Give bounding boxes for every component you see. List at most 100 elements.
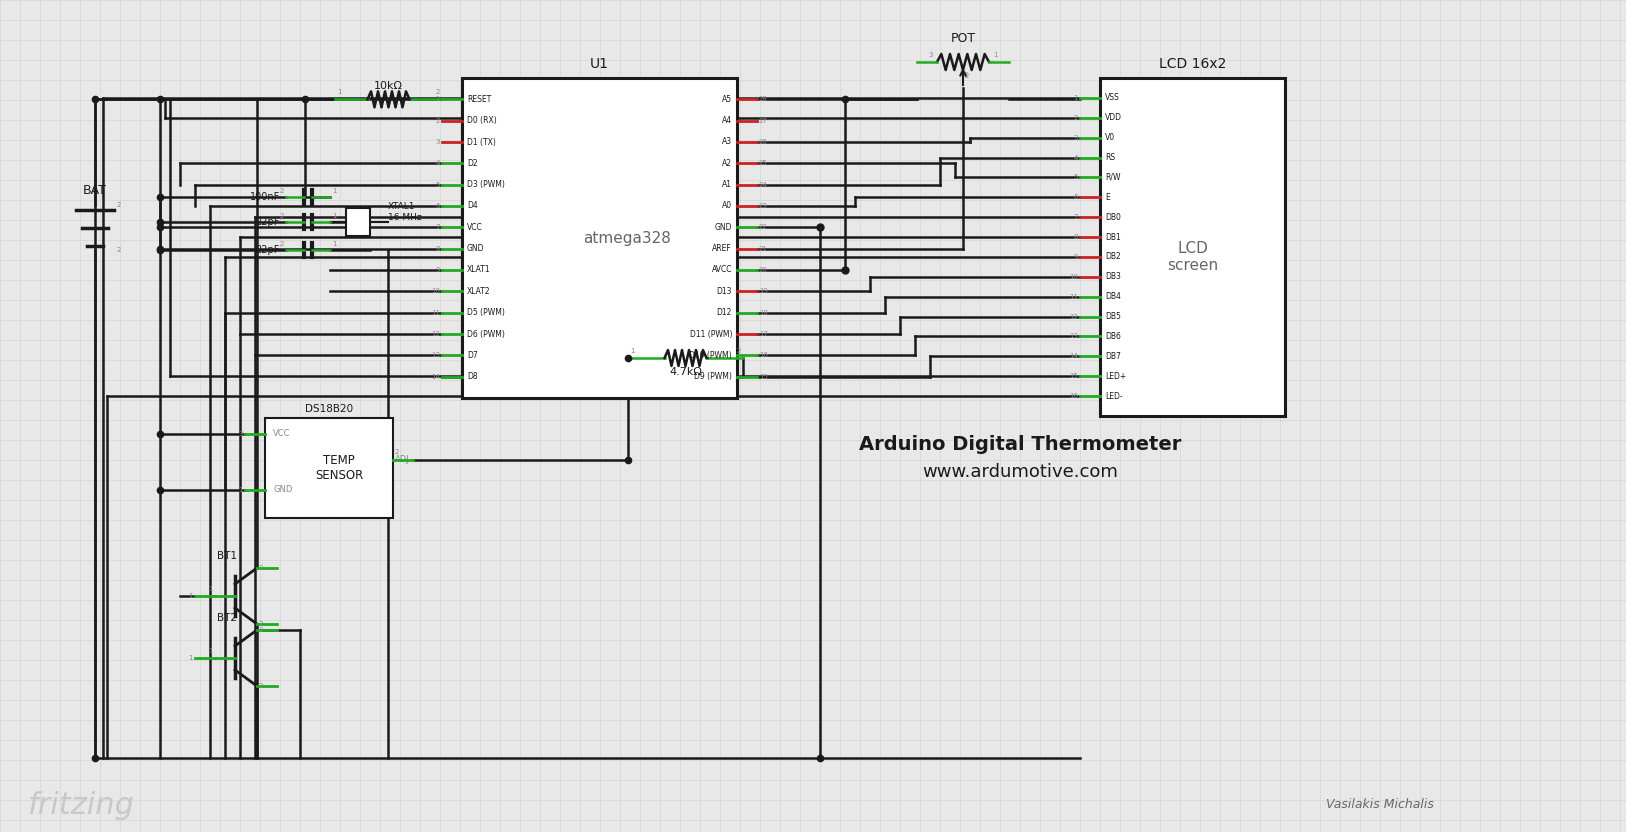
Text: 10: 10 [1068,274,1078,280]
Text: 2: 2 [280,213,285,219]
Text: 2: 2 [259,683,263,689]
Text: DS18B20: DS18B20 [306,404,353,414]
Text: www.ardumotive.com: www.ardumotive.com [922,463,1119,481]
Text: 11: 11 [431,310,441,315]
Text: D12: D12 [717,308,732,317]
Text: E: E [1106,193,1111,202]
Bar [346,208,371,236]
Text: DB4: DB4 [1106,292,1120,301]
Text: 16: 16 [1068,393,1078,399]
Text: 6: 6 [1073,195,1078,201]
Text: D7: D7 [467,351,478,359]
Text: 2: 2 [117,202,122,208]
Text: D2: D2 [467,159,478,168]
Text: GND: GND [467,244,485,253]
Text: LCD 16x2: LCD 16x2 [1159,57,1226,71]
Text: XTAL1
16 MHz: XTAL1 16 MHz [389,202,421,221]
Text: AVCC: AVCC [712,265,732,275]
Bar [265,418,393,518]
Text: V0: V0 [1106,133,1115,142]
Text: VDD: VDD [1106,113,1122,122]
Text: 15: 15 [1070,374,1078,379]
Text: fritzing: fritzing [28,790,135,820]
Text: XLAT2: XLAT2 [467,287,491,296]
Text: GND: GND [273,486,293,494]
Text: 2: 2 [259,621,263,627]
Text: 24: 24 [759,181,767,188]
Text: RESET: RESET [467,95,491,104]
Text: 1: 1 [239,487,242,493]
Text: R/W: R/W [1106,173,1120,182]
Text: 2: 2 [280,241,285,247]
Text: 26: 26 [759,139,767,145]
Text: 21: 21 [759,245,767,251]
Text: D1 (TX): D1 (TX) [467,137,496,146]
Text: XLAT1: XLAT1 [467,265,491,275]
Text: DB7: DB7 [1106,352,1120,361]
Text: BT2: BT2 [216,613,237,623]
Text: 1: 1 [993,52,997,58]
Text: BAT: BAT [83,184,107,196]
Text: 18: 18 [759,310,767,315]
Text: 3: 3 [1073,135,1078,141]
Text: 1: 1 [1073,95,1078,101]
Text: D9 (PWM): D9 (PWM) [694,372,732,381]
Text: DB3: DB3 [1106,272,1120,281]
Text: 1: 1 [208,648,213,654]
Text: 4.7kΩ: 4.7kΩ [668,367,702,377]
Text: 28: 28 [759,97,767,102]
Text: D13: D13 [717,287,732,296]
Text: DB1: DB1 [1106,233,1120,241]
Text: 8: 8 [436,245,441,251]
Text: 5: 5 [1073,175,1078,181]
Text: 1: 1 [332,188,337,194]
Text: D3 (PWM): D3 (PWM) [467,181,506,189]
Text: 2: 2 [436,117,441,124]
Text: 7: 7 [1073,214,1078,220]
Text: 2: 2 [280,188,285,194]
Text: AREF: AREF [712,244,732,253]
Text: 1: 1 [189,655,193,661]
Text: 1: 1 [208,586,213,592]
Text: VSS: VSS [1106,93,1120,102]
Text: 2: 2 [259,565,263,571]
Text: A4: A4 [722,116,732,125]
Bar [462,78,737,398]
Text: LED+: LED+ [1106,372,1127,381]
Text: 22: 22 [759,225,767,230]
Text: D5 (PWM): D5 (PWM) [467,308,506,317]
Bar [1101,78,1285,416]
Text: DB6: DB6 [1106,332,1120,341]
Text: 22pF: 22pF [255,217,280,227]
Text: 9: 9 [1073,254,1078,260]
Text: A3: A3 [722,137,732,146]
Text: VCC: VCC [467,223,483,232]
Text: 13: 13 [1068,334,1078,339]
Text: 100nF: 100nF [250,192,280,202]
Text: DB0: DB0 [1106,213,1120,221]
Text: 1: 1 [189,593,193,599]
Text: BT1: BT1 [216,551,237,561]
Text: POT: POT [951,32,976,44]
Text: A2: A2 [722,159,732,168]
Text: 17: 17 [759,331,767,337]
Text: TEMP
SENSOR: TEMP SENSOR [315,454,363,482]
Text: 11: 11 [1068,294,1078,300]
Text: A1: A1 [722,181,732,189]
Text: 14: 14 [431,374,441,379]
Text: VCC: VCC [273,429,291,438]
Text: 3: 3 [239,431,242,437]
Text: 4: 4 [436,161,441,166]
Text: 4: 4 [1073,155,1078,161]
Text: A5: A5 [722,95,732,104]
Text: D10 (PWM): D10 (PWM) [689,351,732,359]
Text: 2: 2 [737,348,741,354]
Text: 1: 1 [332,241,337,247]
Text: 2: 2 [259,627,263,633]
Text: 23: 23 [759,203,767,209]
Text: 10: 10 [431,289,441,295]
Text: 20: 20 [759,267,767,273]
Text: D4: D4 [467,201,478,210]
Text: 1: 1 [629,348,634,354]
Text: 3: 3 [928,52,933,58]
